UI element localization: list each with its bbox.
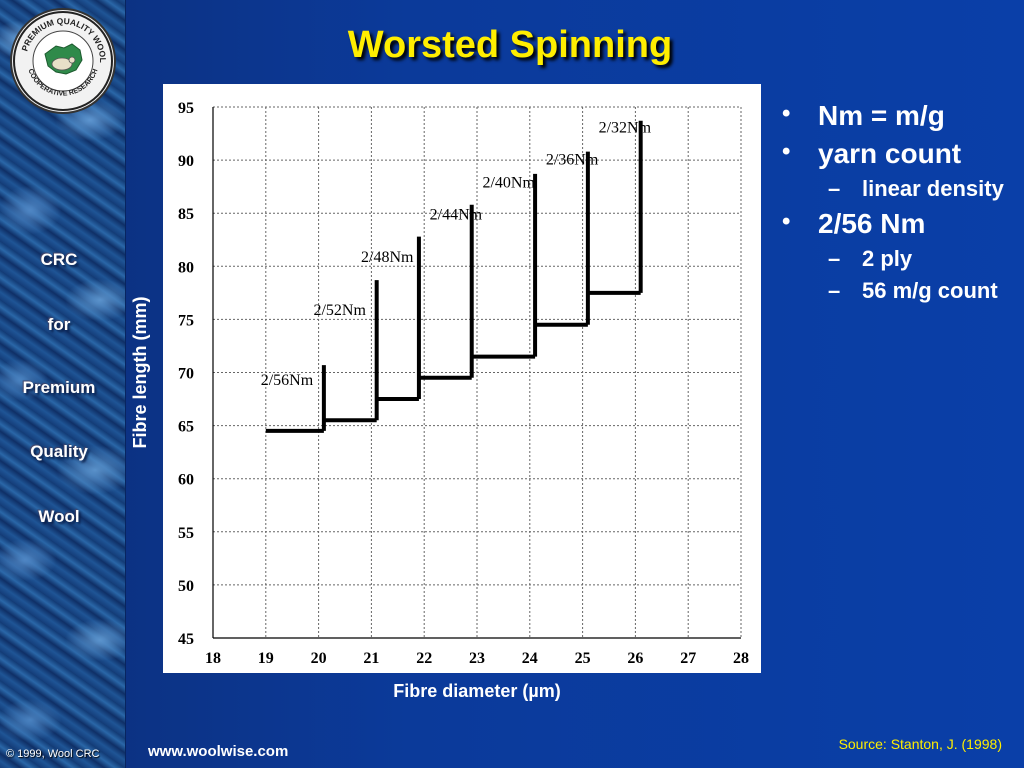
bullet-list: • Nm = m/g • yarn count – linear density • 2/56…	[778, 100, 1018, 310]
website-url[interactable]: www.woolwise.com	[148, 743, 289, 760]
y-tick-label: 95	[178, 100, 194, 117]
sub-bullet-item: – linear density	[778, 176, 1018, 202]
sub-bullet-dash-icon: –	[828, 176, 841, 201]
sidebar-word-quality: Quality	[30, 442, 88, 461]
y-tick-label: 50	[178, 578, 194, 595]
y-tick-label: 85	[178, 206, 194, 223]
x-tick-label: 21	[363, 650, 379, 667]
x-tick-label: 28	[733, 650, 749, 667]
yarn-count-annotation: 2/32Nm	[599, 119, 652, 136]
y-tick-label: 55	[178, 525, 194, 542]
bullet-item: • Nm = m/g	[778, 100, 1018, 132]
sidebar-word-crc: CRC	[40, 250, 78, 269]
bullet-text: Nm = m/g	[818, 100, 945, 131]
sub-bullet-text: linear density	[862, 176, 1004, 201]
slide-title: Worsted Spinning	[347, 24, 673, 66]
x-tick-label: 27	[680, 650, 696, 667]
yarn-count-annotation: 2/40Nm	[482, 175, 535, 192]
y-tick-label: 65	[178, 419, 194, 436]
y-axis-title: Fibre length (mm)	[130, 296, 150, 448]
sub-bullet-item: –2 ply	[778, 246, 1018, 272]
y-tick-label: 75	[178, 312, 194, 329]
y-tick-label: 45	[178, 631, 194, 648]
source-citation: Source: Stanton, J. (1998)	[838, 736, 1002, 752]
sidebar-word-for: for	[47, 315, 71, 334]
x-tick-label: 26	[627, 650, 643, 667]
yarn-count-annotation: 2/48Nm	[361, 249, 414, 266]
y-tick-label: 90	[178, 153, 194, 170]
x-tick-label: 20	[311, 650, 327, 667]
sidebar-word-wool: Wool	[38, 507, 80, 526]
x-tick-label: 19	[258, 650, 274, 667]
yarn-count-annotation: 2/52Nm	[313, 302, 366, 319]
x-tick-label: 18	[205, 650, 221, 667]
yarn-count-annotation: 2/56Nm	[261, 372, 314, 389]
yarn-count-annotation: 2/36Nm	[546, 151, 599, 168]
sub-bullet-dash-icon: –	[828, 246, 841, 271]
sub-bullet-text: 56 m/g count	[862, 278, 998, 303]
x-axis-title: Fibre diameter (µm)	[393, 681, 560, 701]
bullet-text: 2/56 Nm	[818, 208, 926, 239]
yarn-count-annotation: 2/44Nm	[430, 207, 483, 224]
bullet-item: • yarn count	[778, 138, 1018, 170]
sub-bullet-text: 2 ply	[862, 246, 913, 271]
x-tick-label: 24	[522, 650, 538, 667]
y-tick-label: 80	[178, 259, 194, 276]
sub-bullet-dash-icon: –	[828, 278, 841, 303]
bullet-dot-icon: •	[782, 100, 791, 127]
logo-seal-icon: PREMIUM QUALITY WOOL COOPERATIVE RESEARC…	[12, 10, 113, 111]
x-tick-label: 23	[469, 650, 485, 667]
bullet-dot-icon: •	[782, 208, 791, 235]
sidebar: PREMIUM QUALITY WOOL COOPERATIVE RESEARC…	[0, 0, 126, 768]
y-tick-label: 70	[178, 366, 194, 383]
bullet-text: yarn count	[818, 138, 962, 169]
wool-crc-logo: PREMIUM QUALITY WOOL COOPERATIVE RESEARC…	[10, 8, 116, 114]
x-tick-label: 22	[416, 650, 432, 667]
sidebar-word-premium: Premium	[22, 378, 96, 397]
bullet-dot-icon: •	[782, 138, 791, 165]
sub-bullet-item: –56 m/g count	[778, 278, 1018, 304]
bullet-item: • 2/56 Nm	[778, 208, 1018, 240]
y-tick-label: 60	[178, 472, 194, 489]
copyright-text: © 1999, Wool CRC	[6, 748, 100, 760]
x-tick-label: 25	[575, 650, 591, 667]
